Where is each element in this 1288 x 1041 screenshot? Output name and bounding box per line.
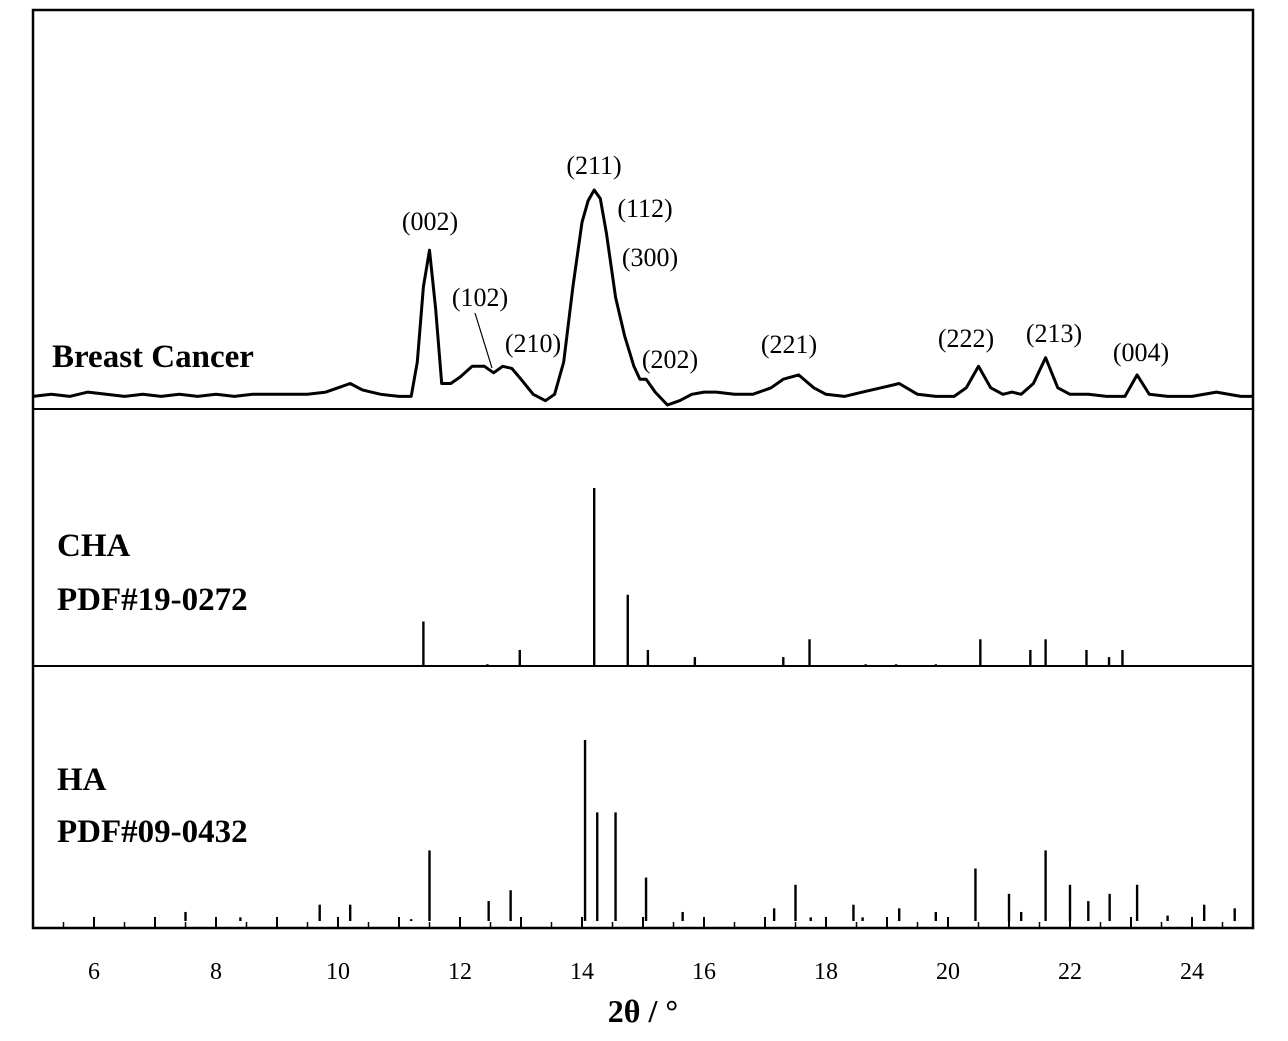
x-tick-label: 10	[326, 959, 350, 985]
panel-pdf-label: PDF#09-0432	[57, 814, 248, 850]
peak-label: (102)	[452, 283, 508, 312]
plot-frame	[31, 8, 1255, 930]
x-axis: 6 8 10 12 14 16 18 20 22 24	[32, 917, 1254, 985]
peak-label: (221)	[761, 330, 817, 359]
x-tick-label: 12	[448, 959, 472, 985]
frame-border	[31, 8, 1255, 930]
panel-label: HA	[57, 762, 107, 798]
panels-layer: Breast Cancer CHA PDF#19-0272 HA PDF#09-0432	[32, 188, 1253, 921]
peak-label: (300)	[622, 243, 678, 272]
x-tick-label: 6	[88, 959, 100, 985]
peak-label: (213)	[1026, 319, 1082, 348]
panel-label: Breast Cancer	[52, 339, 254, 375]
peak-label: (210)	[505, 329, 561, 358]
x-tick-label: 22	[1058, 959, 1082, 985]
x-tick-label: 14	[570, 959, 594, 985]
x-axis-label: 2θ / °	[608, 993, 678, 1029]
peak-label: (222)	[938, 324, 994, 353]
breast-cancer-trace	[32, 188, 1253, 407]
peak-label: (002)	[402, 207, 458, 236]
peak-label: (211)	[566, 151, 621, 180]
peak-label: (112)	[617, 194, 672, 223]
x-tick-label: 16	[692, 959, 716, 985]
peak-label: (004)	[1113, 338, 1169, 367]
x-tick-label: 18	[814, 959, 838, 985]
panel-pdf-label: PDF#19-0272	[57, 582, 248, 618]
peak-annotations: (002) (102) (210) (211) (112) (300) (202) (221)…	[402, 151, 1169, 374]
x-tick-label: 20	[936, 959, 960, 985]
leader-line-102	[474, 312, 493, 369]
x-tick-label: 8	[210, 959, 222, 985]
x-tick-label: 24	[1180, 959, 1204, 985]
peak-label: (202)	[642, 345, 698, 374]
panel-label: CHA	[57, 528, 131, 564]
